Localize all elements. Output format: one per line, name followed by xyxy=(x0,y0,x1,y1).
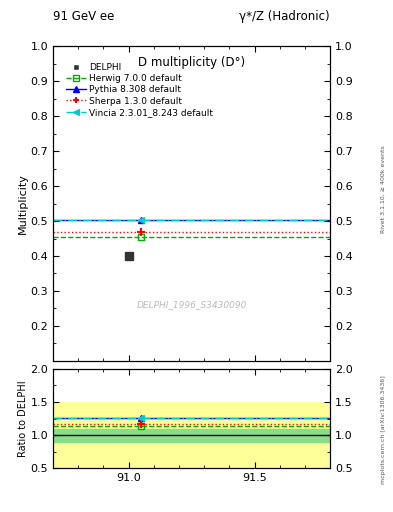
Text: mcplots.cern.ch [arXiv:1306.3436]: mcplots.cern.ch [arXiv:1306.3436] xyxy=(381,376,386,484)
Text: γ*/Z (Hadronic): γ*/Z (Hadronic) xyxy=(239,10,330,23)
Y-axis label: Ratio to DELPHI: Ratio to DELPHI xyxy=(18,380,28,457)
Legend: DELPHI, Herwig 7.0.0 default, Pythia 8.308 default, Sherpa 1.3.0 default, Vincia: DELPHI, Herwig 7.0.0 default, Pythia 8.3… xyxy=(63,60,216,119)
Y-axis label: Multiplicity: Multiplicity xyxy=(18,173,28,234)
Text: D multiplicity (D°): D multiplicity (D°) xyxy=(138,55,245,69)
Bar xyxy=(53,429,330,442)
Text: DELPHI_1996_S3430090: DELPHI_1996_S3430090 xyxy=(136,300,247,309)
Text: Rivet 3.1.10, ≥ 400k events: Rivet 3.1.10, ≥ 400k events xyxy=(381,145,386,233)
Text: 91 GeV ee: 91 GeV ee xyxy=(53,10,114,23)
Bar xyxy=(53,402,330,468)
